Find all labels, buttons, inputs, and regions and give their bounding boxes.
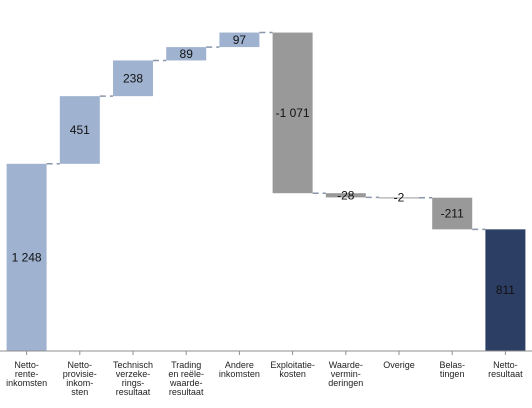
category-label-8: Overige xyxy=(383,360,415,370)
category-label-line: kosten xyxy=(279,369,306,379)
data-label-9: -211 xyxy=(441,207,464,221)
category-label-7: Waarde-vermin-deringen xyxy=(328,360,363,388)
category-label-line: inkomsten xyxy=(219,369,260,379)
data-label-5: 97 xyxy=(233,33,247,47)
category-label-line: resultaat xyxy=(169,387,204,397)
category-label-line: inkomsten xyxy=(6,378,47,388)
data-label-2: 451 xyxy=(70,123,90,137)
data-label-10: 811 xyxy=(496,283,515,297)
data-label-3: 238 xyxy=(123,71,143,85)
data-label-7: -28 xyxy=(337,188,355,202)
category-label-6: Exploitatie-kosten xyxy=(270,360,315,379)
category-label-3: Technisch verzeke-rings-resultaat xyxy=(113,360,153,397)
data-label-8: -2 xyxy=(394,191,405,205)
data-label-1: 1 248 xyxy=(12,250,42,264)
data-label-6: -1 071 xyxy=(276,106,310,120)
category-label-5: Andere inkomsten xyxy=(219,360,260,379)
category-label-4: Trading en reële-waarde-resultaat xyxy=(168,360,204,397)
category-label-line: deringen xyxy=(328,378,363,388)
category-label-10: Netto-resultaat xyxy=(488,360,523,379)
category-label-line: resultaat xyxy=(488,369,523,379)
category-label-9: Belas-tingen xyxy=(439,360,465,379)
category-label-line: Overige xyxy=(383,360,415,370)
category-label-1: Netto-rente-inkomsten xyxy=(6,360,47,388)
category-label-line: sten xyxy=(71,387,88,397)
category-label-2: Netto-provisie-inkom-sten xyxy=(63,360,97,397)
category-label-line: tingen xyxy=(440,369,465,379)
category-label-line: resultaat xyxy=(116,387,151,397)
data-label-4: 89 xyxy=(180,47,194,61)
